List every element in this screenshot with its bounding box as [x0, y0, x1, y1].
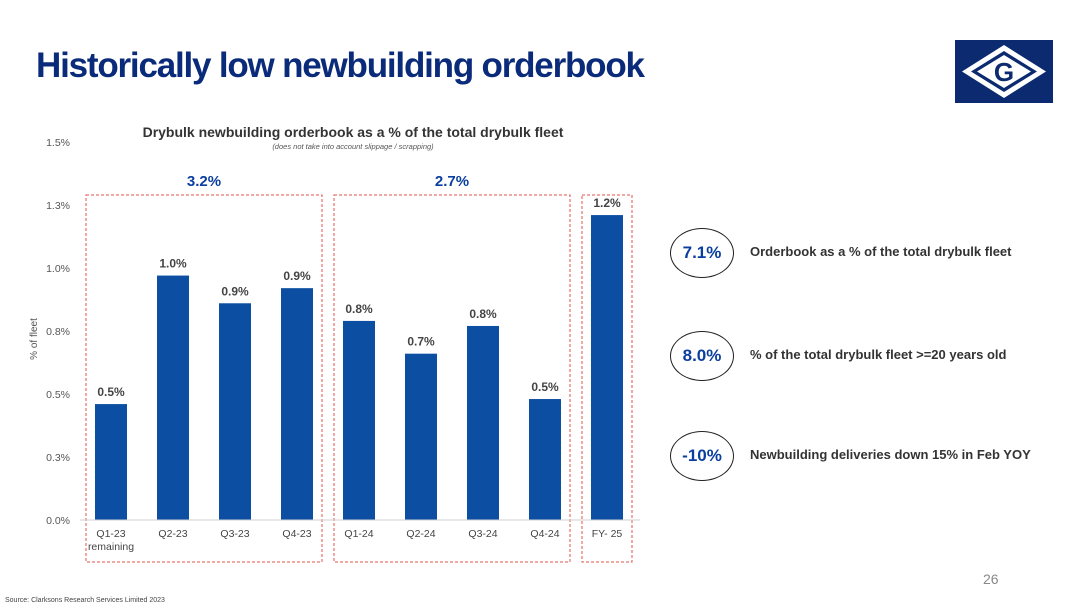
group-total-label: 3.2%: [187, 173, 221, 190]
x-tick-label: Q1-24: [344, 528, 373, 540]
x-tick-label: Q3-23: [220, 528, 249, 540]
group-box: [333, 194, 571, 563]
bar: [405, 353, 437, 520]
group-box: [85, 194, 323, 563]
y-tick-label: 1.5%: [46, 137, 70, 149]
bar-value-label: 1.2%: [593, 196, 621, 210]
logo-letter: G: [994, 57, 1014, 87]
bar-value-label: 0.5%: [531, 380, 559, 394]
kpi-fleet-age: 8.0% % of the total drybulk fleet >=20 y…: [670, 331, 1070, 381]
x-tick-label: Q4-24: [530, 528, 559, 540]
bar: [343, 320, 375, 520]
group-box: [581, 194, 633, 563]
company-logo: G: [955, 40, 1053, 103]
x-tick-label: Q4-23: [282, 528, 311, 540]
bar: [591, 215, 623, 520]
bar-value-label: 0.9%: [221, 284, 249, 298]
source-note: Source: Clarksons Research Services Limi…: [5, 597, 165, 604]
page-title: Historically low newbuilding orderbook: [36, 46, 645, 85]
x-tick-label: Q2-24: [406, 528, 435, 540]
bar-value-label: 0.8%: [345, 302, 373, 316]
kpi-description: Orderbook as a % of the total drybulk fl…: [750, 244, 1012, 259]
y-tick-label: 0.5%: [46, 389, 70, 401]
x-tick-label: Q1-23 remaining: [88, 528, 134, 553]
group-total-label: 2.7%: [435, 173, 469, 190]
logo-diamond-core: [977, 55, 1031, 88]
y-tick-label: 0.3%: [46, 452, 70, 464]
bar: [529, 399, 561, 520]
bar: [467, 325, 499, 520]
bar-value-label: 0.9%: [283, 269, 311, 283]
bar-value-label: 0.7%: [407, 335, 435, 349]
kpi-deliveries: -10% Newbuilding deliveries down 15% in …: [670, 431, 1070, 481]
kpi-list: 7.1% Orderbook as a % of the total drybu…: [670, 228, 1070, 488]
kpi-value-circle: 7.1%: [670, 228, 734, 278]
orderbook-bar-chart: Drybulk newbuilding orderbook as a % of …: [29, 124, 640, 563]
bar: [157, 275, 189, 520]
group-boxes: 3.2% 2.7%: [85, 173, 633, 563]
bars: [95, 215, 623, 520]
y-tick-label: 0.0%: [46, 515, 70, 527]
bar: [281, 288, 313, 520]
x-tick-label: Q3-24: [468, 528, 497, 540]
page-number: 26: [983, 571, 999, 587]
x-tick-label: FY- 25: [592, 528, 623, 540]
x-tick-label: Q2-23: [158, 528, 187, 540]
kpi-value-circle: -10%: [670, 431, 734, 481]
kpi-orderbook: 7.1% Orderbook as a % of the total drybu…: [670, 228, 1070, 278]
y-tick-label: 1.0%: [46, 263, 70, 275]
bar-value-label: 0.8%: [469, 307, 497, 321]
bar-value-label: 0.5%: [97, 385, 125, 399]
y-tick-label: 1.3%: [46, 200, 70, 212]
y-axis-ticks: 0.0% 0.3% 0.5% 0.8% 1.0% 1.3% 1.5%: [46, 137, 70, 527]
x-axis-ticks: Q1-23 remaining Q2-23 Q3-23 Q4-23 Q1-24 Q2-24 Q…: [88, 528, 622, 553]
kpi-description: Newbuilding deliveries down 15% in Feb Y…: [750, 447, 1031, 462]
kpi-value-circle: 8.0%: [670, 331, 734, 381]
y-tick-label: 0.8%: [46, 326, 70, 338]
bar: [95, 404, 127, 520]
bar: [219, 303, 251, 520]
bar-value-label: 1.0%: [159, 257, 187, 271]
bar-value-labels: 0.5% 1.0% 0.9% 0.9% 0.8% 0.7% 0.8% 0.5% 1.2%: [97, 196, 621, 399]
chart-subtitle: (does not take into account slippage / s…: [272, 142, 434, 151]
y-axis-label: % of fleet: [29, 318, 40, 360]
kpi-description: % of the total drybulk fleet >=20 years …: [750, 347, 1007, 362]
chart-title: Drybulk newbuilding orderbook as a % of …: [143, 124, 564, 140]
